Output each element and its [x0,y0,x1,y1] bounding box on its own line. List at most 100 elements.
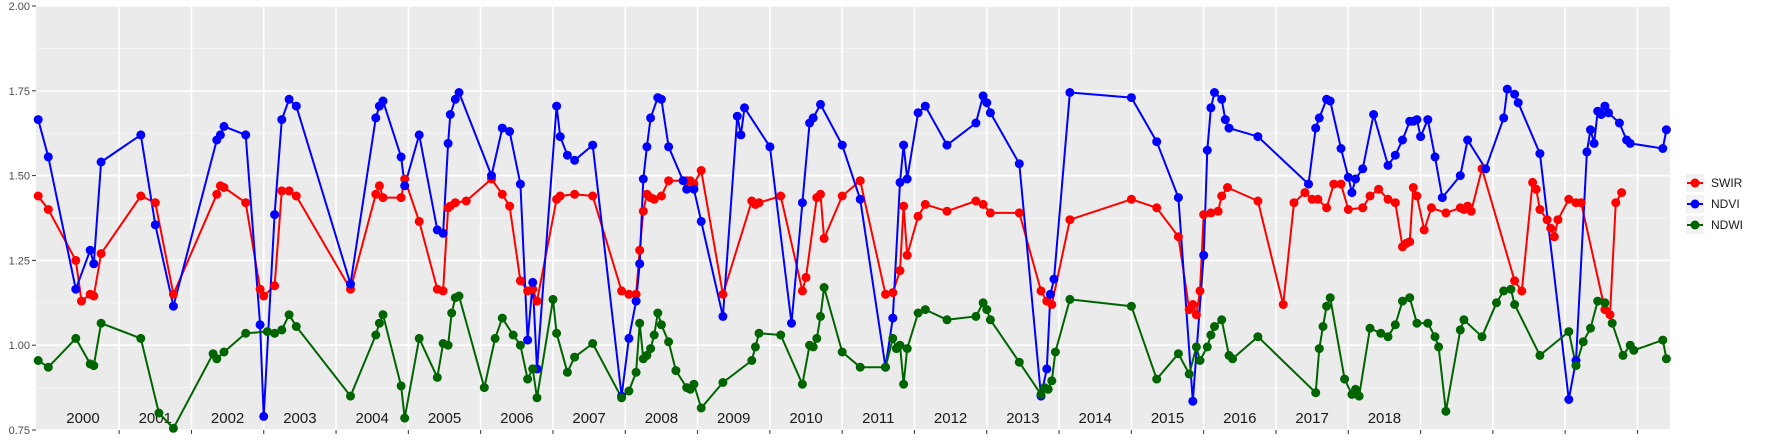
data-point-ndvi [150,220,160,230]
data-point-swir [270,281,280,291]
data-point-ndvi [277,115,287,125]
data-point-ndvi [797,198,807,208]
data-point-ndwi [888,333,898,343]
data-point-ndwi [1014,357,1024,367]
year-label: 2001 [139,410,172,427]
data-point-ndwi [642,350,652,360]
data-point-ndvi [445,110,455,119]
data-point-ndvi [284,94,294,104]
data-point-swir [1343,205,1353,214]
data-point-ndwi [1434,342,1444,352]
data-point-ndwi [479,383,489,393]
data-point-ndvi [1336,144,1346,153]
data-point-ndvi [1586,125,1595,135]
data-point-swir [212,189,222,199]
y-tick-label: 0.75 [9,425,30,437]
data-point-swir [150,198,160,208]
data-point-swir [1213,206,1223,216]
data-point-swir [1300,188,1310,198]
data-point-ndvi [1049,274,1059,284]
data-point-ndwi [588,339,598,348]
data-point-ndwi [978,298,988,308]
data-point-ndwi [528,364,538,374]
data-point-ndwi [1318,322,1328,331]
data-point-ndvi [1311,123,1321,133]
data-point-ndvi [1564,395,1574,404]
data-point-swir [168,289,178,299]
data-point-ndwi [812,333,822,343]
data-point-ndvi [371,113,381,123]
data-point-ndvi [43,152,53,162]
data-point-ndvi [487,171,496,181]
data-point-ndvi [902,174,912,184]
data-point-ndvi [505,127,515,136]
data-point-ndvi [765,142,775,152]
data-point-ndwi [515,340,525,350]
data-point-ndwi [454,291,464,301]
data-point-swir [291,191,301,201]
data-point-ndvi [528,277,538,287]
data-point-swir [1199,210,1209,220]
data-point-swir [1206,208,1216,218]
year-labels: 2000 2001 2002 2003 2004 2005 2006 2007 2008 2009… [66,410,1401,427]
data-point-ndwi [33,356,43,365]
data-point-ndvi [562,150,572,160]
data-point-swir [1358,203,1368,213]
data-point-ndvi [942,140,952,150]
data-point-ndwi [646,344,656,354]
data-point-swir [505,201,515,211]
data-point-swir [1253,196,1263,206]
data-point-swir [1152,203,1162,213]
data-point-ndwi [1499,286,1509,296]
data-point-ndvi [291,101,301,111]
data-point-swir [656,191,666,201]
data-point-swir [888,288,898,298]
data-point-ndwi [1325,293,1335,303]
data-point-swir [89,291,99,301]
data-point-ndvi [1596,110,1606,119]
data-point-ndwi [1253,332,1263,342]
data-point-ndwi [1152,374,1162,384]
data-point-swir [255,284,265,294]
data-point-ndvi [1589,138,1599,148]
data-point-ndwi [447,308,457,318]
data-point-ndvi [1217,94,1227,104]
year-label: 2012 [934,410,967,427]
data-point-ndwi [808,342,818,352]
data-point-ndwi [262,327,272,337]
data-point-ndvi [1014,159,1024,169]
data-point-ndvi [1042,364,1052,374]
data-point-swir [1576,198,1586,208]
data-point-swir [1374,184,1384,194]
data-point-swir [259,291,269,301]
data-point-ndvi [732,111,742,121]
data-point-ndvi [646,113,656,123]
data-point-swir [1188,300,1198,309]
data-point-swir [277,186,287,196]
data-point-ndvi [978,91,988,101]
data-point-ndwi [96,318,106,328]
data-point-ndwi [1430,332,1440,342]
year-label: 2014 [1079,410,1112,427]
data-point-ndvi [71,284,81,294]
data-point-ndwi [1043,384,1053,394]
data-point-ndwi [750,342,760,352]
data-point-ndwi [913,308,923,318]
data-point-ndvi [523,335,533,345]
data-point-swir [985,208,995,218]
y-tick-label: 1.75 [9,86,30,98]
data-point-ndwi [443,340,453,350]
data-point-ndvi [1199,250,1209,260]
data-point-ndwi [241,328,251,338]
data-point-ndvi [1253,132,1263,142]
data-point-swir [1173,232,1183,242]
data-point-ndwi [291,322,301,331]
year-label: 2009 [717,410,750,427]
data-point-ndvi [982,98,992,108]
data-point-swir [631,289,641,299]
data-point-ndvi [1600,101,1610,111]
data-point-ndwi [1658,335,1668,345]
year-label: 2000 [66,410,99,427]
data-point-swir [1426,203,1436,213]
data-point-ndvi [96,157,106,167]
